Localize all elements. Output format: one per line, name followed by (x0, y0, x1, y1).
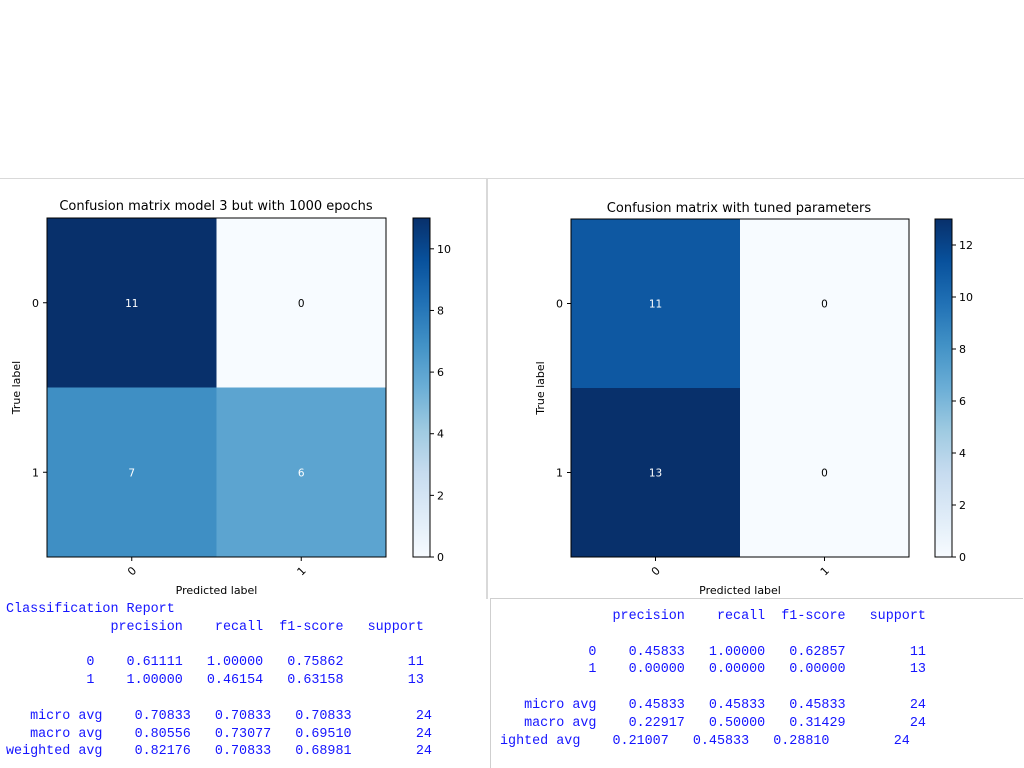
colorbar-tick-label: 12 (959, 239, 973, 252)
report-line: 1 0.00000 0.00000 0.00000 13 (500, 662, 926, 678)
matrix-frame (46, 217, 387, 558)
matrix-cell (740, 219, 909, 388)
classification-report-left: Classification Report precision recall f… (6, 601, 432, 761)
x-axis-label: Predicted label (699, 584, 781, 597)
colorbar-tick-label: 10 (437, 243, 451, 256)
cell-value-label: 0 (821, 468, 828, 480)
matrix-cell (740, 388, 909, 557)
classification-report-right: precision recall f1-score support 0 0.45… (500, 608, 926, 750)
report-line: micro avg 0.45833 0.45833 0.45833 24 (500, 697, 926, 713)
report-line: macro avg 0.80556 0.73077 0.69510 24 (6, 726, 432, 742)
y-tick-label: 0 (556, 298, 563, 311)
colorbar-tick-label: 0 (437, 551, 444, 564)
report-line: 0 0.61111 1.00000 0.75862 11 (6, 655, 424, 671)
colorbar-tick-label: 6 (437, 366, 444, 379)
colorbar-tick-label: 2 (959, 499, 966, 512)
y-axis-label: True label (534, 361, 547, 415)
cell-value-label: 7 (128, 467, 135, 479)
x-tick-label: 0 (649, 564, 663, 578)
cell-value-label: 0 (298, 298, 305, 310)
colorbar-tick-label: 4 (437, 428, 444, 441)
colorbar-tick-label: 6 (959, 395, 966, 408)
colorbar-tick-label: 10 (959, 291, 973, 304)
confusion-matrix-right-panel: Confusion matrix with tuned parameters 11… (487, 178, 1024, 599)
report-line: ighted avg 0.21007 0.45833 0.28810 24 (500, 733, 910, 749)
y-tick-label: 1 (556, 467, 563, 480)
matrix-frame (570, 218, 910, 558)
report-line: 0 0.45833 1.00000 0.62857 11 (500, 644, 926, 660)
matrix-cell (47, 218, 217, 388)
cell-value-label: 11 (649, 299, 662, 311)
matrix-cell (47, 387, 217, 557)
report-line (500, 626, 926, 644)
report-line (500, 679, 926, 697)
y-tick-label: 0 (32, 297, 39, 310)
confusion-matrix-left-chart: Confusion matrix model 3 but with 1000 e… (10, 199, 451, 597)
colorbar (412, 217, 431, 558)
report-line: Classification Report (6, 602, 175, 617)
confusion-matrix-right-chart: Confusion matrix with tuned parameters11… (534, 201, 973, 597)
chart-title: Confusion matrix with tuned parameters (607, 201, 872, 216)
colorbar (934, 218, 953, 558)
confusion-matrix-left-panel: Confusion matrix model 3 but with 1000 e… (0, 178, 487, 599)
colorbar-tick-label: 8 (959, 343, 966, 356)
cell-value-label: 13 (649, 468, 662, 480)
chart-title: Confusion matrix model 3 but with 1000 e… (59, 199, 373, 214)
classification-report-right-frame (490, 598, 1023, 768)
colorbar-tick-label: 8 (437, 304, 444, 317)
x-tick-label: 0 (125, 564, 139, 578)
cell-value-label: 6 (298, 467, 305, 479)
matrix-cell (571, 388, 740, 557)
colorbar-tick-label: 4 (959, 447, 966, 460)
colorbar-tick-label: 0 (959, 551, 966, 564)
report-line: macro avg 0.22917 0.50000 0.31429 24 (500, 715, 926, 731)
y-tick-label: 1 (32, 466, 39, 479)
x-tick-label: 1 (295, 564, 309, 578)
matrix-cell (571, 219, 740, 388)
cell-value-label: 11 (125, 298, 138, 310)
y-axis-label: True label (10, 361, 23, 415)
colorbar-tick-label: 2 (437, 489, 444, 502)
cell-value-label: 0 (821, 299, 828, 311)
report-line: micro avg 0.70833 0.70833 0.70833 24 (6, 708, 432, 724)
report-line: precision recall f1-score support (6, 619, 424, 635)
matrix-cell (216, 387, 386, 557)
report-line: precision recall f1-score support (500, 609, 926, 624)
matrix-cell (216, 218, 386, 388)
x-axis-label: Predicted label (176, 584, 258, 597)
report-line: 1 1.00000 0.46154 0.63158 13 (6, 673, 424, 689)
report-line (6, 690, 432, 708)
report-line: weighted avg 0.82176 0.70833 0.68981 24 (6, 744, 432, 760)
report-line (6, 637, 432, 655)
x-tick-label: 1 (818, 564, 832, 578)
